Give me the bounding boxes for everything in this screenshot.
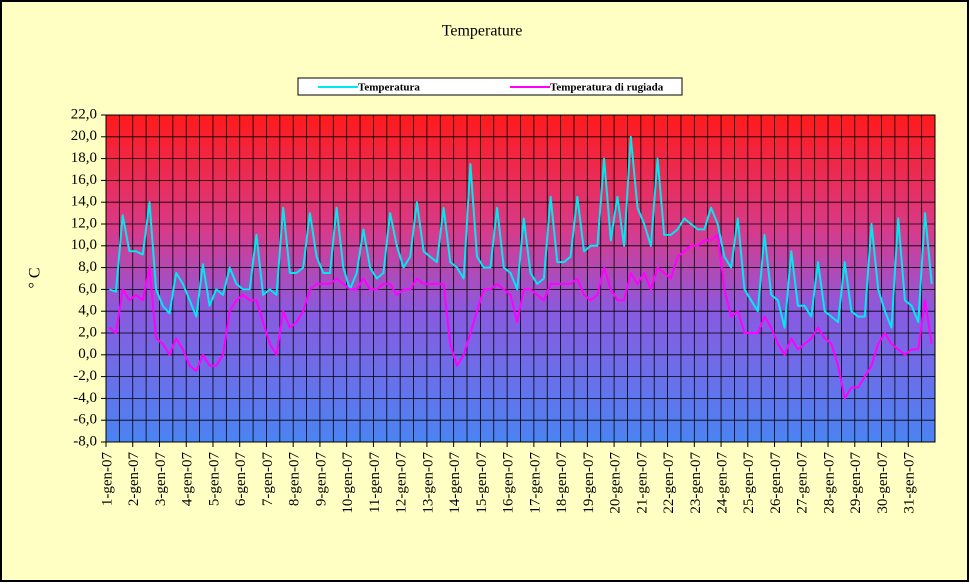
y-tick-label: 4,0 bbox=[78, 303, 97, 319]
series-line bbox=[108, 233, 933, 400]
y-tick-label: 2,0 bbox=[78, 324, 97, 340]
y-tick-label: 20,0 bbox=[71, 128, 97, 144]
x-tick-label: 1-gen-07 bbox=[99, 452, 115, 507]
y-tick-label: 6,0 bbox=[78, 281, 97, 297]
y-tick-label: -8,0 bbox=[73, 433, 97, 449]
x-tick-label: 27-gen-07 bbox=[795, 452, 811, 514]
x-tick-label: 20-gen-07 bbox=[608, 452, 624, 514]
y-tick-label: 12,0 bbox=[71, 215, 97, 231]
series-line bbox=[108, 135, 933, 329]
x-tick-label: 30-gen-07 bbox=[875, 452, 891, 514]
x-tick-label: 31-gen-07 bbox=[902, 452, 918, 514]
legend-label: Temperatura di rugiada bbox=[550, 82, 664, 94]
x-tick-label: 3-gen-07 bbox=[153, 452, 169, 507]
x-tick-label: 7-gen-07 bbox=[260, 452, 276, 507]
x-tick-label: 14-gen-07 bbox=[447, 452, 463, 514]
x-tick-label: 4-gen-07 bbox=[180, 452, 196, 507]
x-tick-label: 19-gen-07 bbox=[581, 452, 597, 514]
x-tick-label: 9-gen-07 bbox=[313, 452, 329, 507]
x-tick-label: 2-gen-07 bbox=[126, 452, 142, 507]
x-tick-label: 24-gen-07 bbox=[715, 452, 731, 514]
y-tick-label: -4,0 bbox=[73, 390, 97, 406]
y-tick-label: 8,0 bbox=[78, 259, 97, 275]
x-tick-label: 12-gen-07 bbox=[394, 452, 410, 514]
y-tick-label: 0,0 bbox=[78, 346, 97, 362]
legend bbox=[297, 77, 683, 96]
y-tick-label: -6,0 bbox=[73, 412, 97, 428]
plot-border bbox=[105, 114, 936, 443]
x-tick-label: 18-gen-07 bbox=[554, 452, 570, 514]
y-axis-label: ° C bbox=[27, 267, 44, 288]
x-tick-label: 10-gen-07 bbox=[340, 452, 356, 514]
x-tick-label: 25-gen-07 bbox=[741, 452, 757, 514]
y-tick-label: 18,0 bbox=[71, 150, 97, 166]
x-tick-label: 21-gen-07 bbox=[634, 452, 650, 514]
y-tick-label: 16,0 bbox=[71, 172, 97, 188]
chart-title: Temperature bbox=[442, 23, 523, 40]
x-tick-label: 23-gen-07 bbox=[688, 452, 704, 514]
x-tick-label: 8-gen-07 bbox=[287, 452, 303, 507]
x-tick-label: 11-gen-07 bbox=[367, 452, 383, 514]
x-tick-label: 15-gen-07 bbox=[474, 452, 490, 514]
x-tick-label: 13-gen-07 bbox=[420, 452, 436, 514]
x-tick-label: 17-gen-07 bbox=[527, 452, 543, 514]
y-tick-label: 22,0 bbox=[71, 106, 97, 122]
x-tick-label: 22-gen-07 bbox=[661, 452, 677, 514]
x-tick-label: 28-gen-07 bbox=[821, 452, 837, 514]
y-tick-label: -2,0 bbox=[73, 368, 97, 384]
y-tick-label: 14,0 bbox=[71, 194, 97, 210]
x-tick-label: 26-gen-07 bbox=[768, 452, 784, 514]
x-tick-label: 16-gen-07 bbox=[501, 452, 517, 514]
y-tick-label: 10,0 bbox=[71, 237, 97, 253]
x-tick-label: 29-gen-07 bbox=[848, 452, 864, 514]
x-tick-label: 6-gen-07 bbox=[233, 452, 249, 507]
x-tick-label: 5-gen-07 bbox=[206, 452, 222, 507]
legend-label: Temperatura bbox=[358, 82, 420, 94]
